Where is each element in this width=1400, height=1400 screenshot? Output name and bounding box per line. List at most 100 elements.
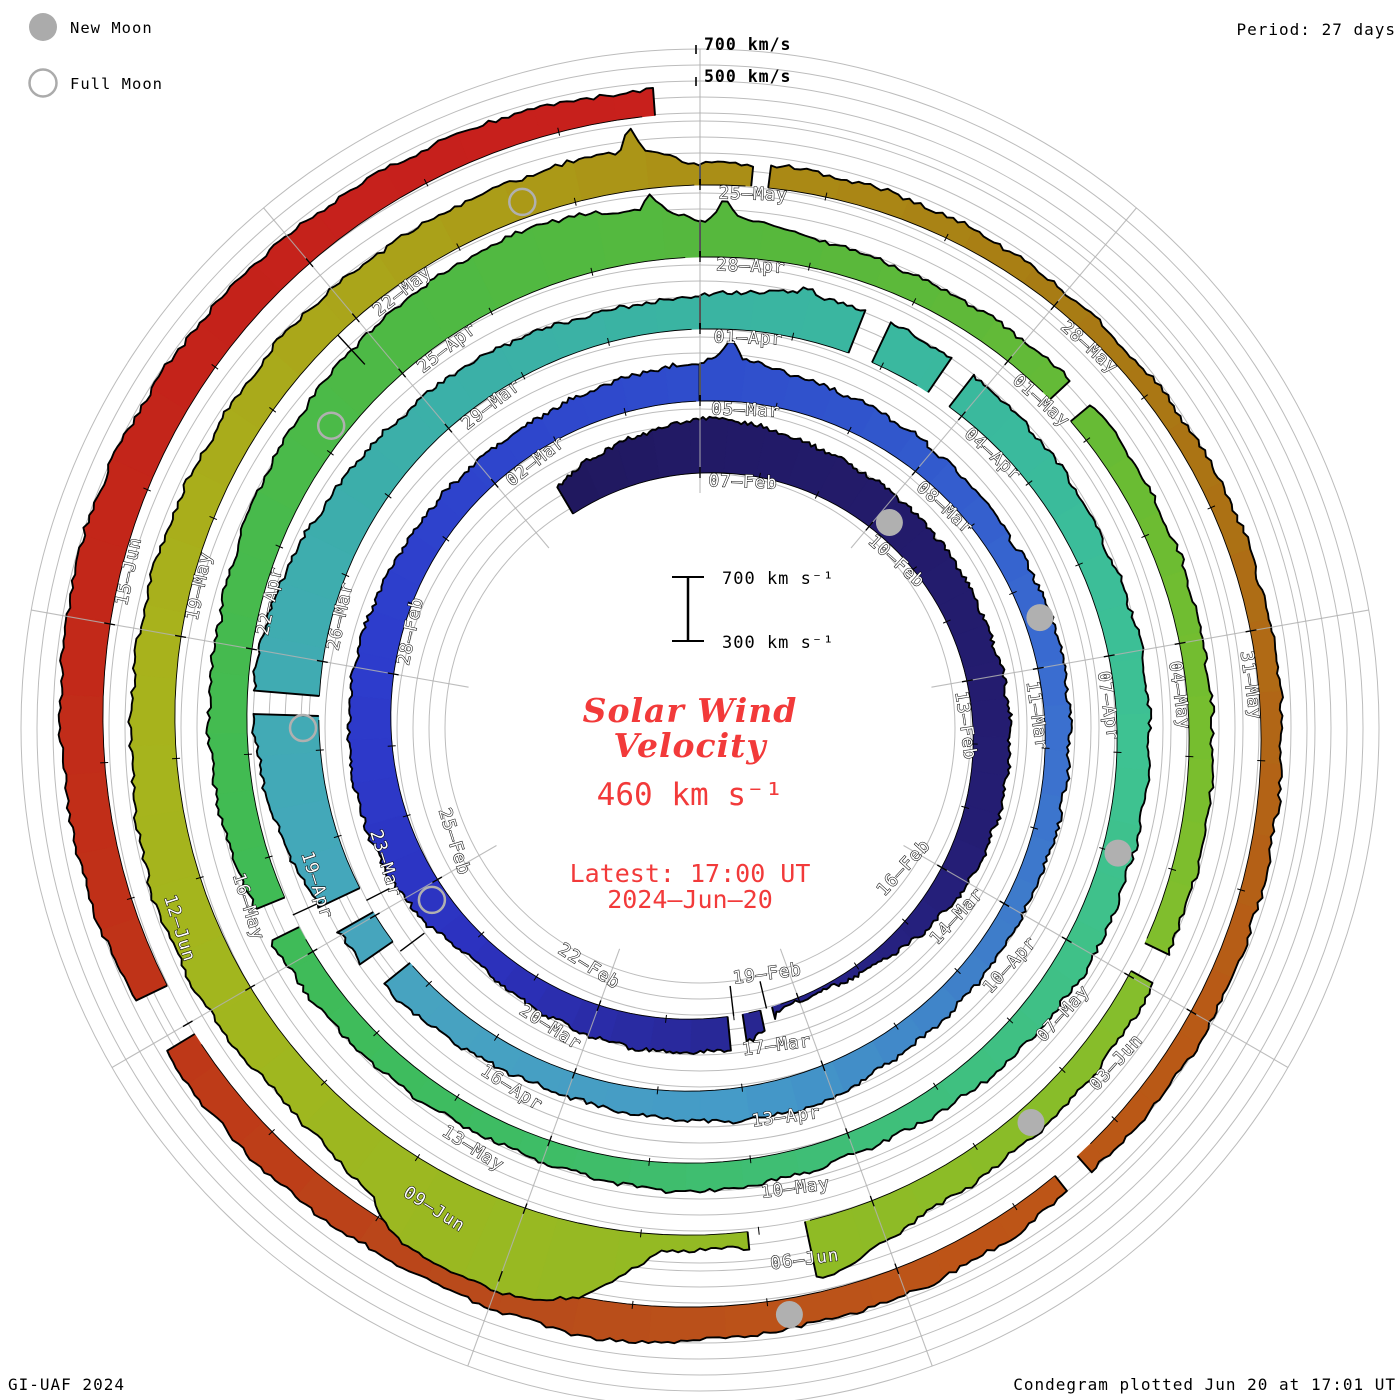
band-slice [251,713,321,757]
day-tick [326,450,334,456]
spiral-band-rotation-Apr-01 [205,193,1153,1195]
day-tick [320,1079,328,1086]
credit-left: GI-UAF 2024 [8,1375,125,1394]
day-tick [933,1082,939,1090]
day-tick [820,1060,826,1072]
band-baseline [390,400,728,1020]
day-tick [1103,654,1115,658]
band-slice [1016,835,1055,888]
full-moon-marker-Apr-23 [316,411,346,440]
day-tick [454,1093,460,1102]
day-tick [879,362,884,371]
scale-bar-bottom-label: 300 km s⁻¹ [722,633,834,653]
spiral-band-rotation-May-25 [57,87,1284,1345]
velocity-outline [346,362,732,1055]
dropout-artifact-mark [729,985,735,1016]
day-tick [1050,300,1059,311]
day-tick [174,634,187,638]
day-tick [909,566,918,572]
current-velocity-value: 460 km s⁻¹ [597,777,784,813]
day-tick [999,900,1010,908]
velocity-outline [741,1010,766,1043]
day-tick [316,659,328,664]
radial-gridline [850,207,1137,549]
day-tick [656,1086,659,1095]
legend: New Moon Full Moon [28,13,162,98]
band-baseline [102,116,643,986]
band-slice [1106,456,1160,523]
day-tick [305,257,314,268]
day-tick [1124,972,1135,980]
day-tick [369,912,380,920]
day-tick [573,197,577,206]
band-baseline [1070,421,1190,939]
day-tick [209,515,218,521]
velocity-outline [270,373,1153,1195]
day-tick [414,1153,421,1162]
moon-phase-markers [288,187,1132,1328]
day-tick [944,233,949,242]
spiral-velocity-bands [57,87,1284,1345]
day-tick [972,1142,978,1151]
ring-500-label: 500 km/s [704,67,791,86]
velocity-outline [767,164,1284,1174]
new-moon-marker-Mar-10 [1026,604,1054,632]
day-tick [954,967,961,975]
dropout-artifact-mark [292,901,323,916]
day-tick [1111,1116,1118,1123]
day-tick [143,487,151,492]
date-label-19-Feb: 19—Feb [732,960,803,989]
day-tick [432,876,443,884]
day-tick [1025,480,1033,486]
day-tick [488,307,494,316]
band-baseline [768,187,1262,1145]
band-baseline [305,406,1118,1164]
band-baseline [748,1009,761,1014]
velocity-outline [556,415,1013,1020]
date-label-25-May: 25—May [718,183,788,205]
day-tick [639,1229,642,1238]
band-slice [648,1016,692,1054]
velocity-outline [336,911,394,966]
band-slice [655,296,701,333]
date-label-07-Feb: 07—Feb [708,471,778,493]
day-tick [264,855,273,859]
band-slice [699,290,756,332]
band-baseline [700,184,746,187]
day-tick [557,127,561,136]
day-tick [911,466,920,476]
velocity-outline [803,970,1154,1279]
day-tick [814,491,820,499]
day-tick [307,948,318,956]
day-tick [942,619,951,624]
day-tick [245,647,257,651]
day-tick [522,1203,528,1215]
band-slice [689,1016,732,1055]
band-slice [215,788,266,854]
day-tick [275,544,284,549]
legend-new-moon-label: New Moon [70,19,153,37]
day-tick [1012,1202,1018,1211]
day-tick [911,298,917,306]
day-tick [1237,888,1246,892]
velocity-outline [57,87,656,1002]
day-tick [961,679,973,683]
band-baseline [201,1044,1056,1308]
new-moon-marker-Apr-08 [1104,839,1132,867]
velocity-outline [871,321,953,393]
day-tick [245,984,256,992]
day-tick [1141,394,1149,400]
day-tick [1030,826,1039,830]
band-slice [996,1175,1068,1242]
radial-gridline [467,948,621,1367]
day-tick [957,411,966,421]
band-slice [205,671,250,734]
band-slice [699,1086,750,1124]
velocity-outline [699,286,867,354]
band-slice [1137,1031,1200,1104]
velocity-outline [251,713,361,909]
day-tick [623,407,627,416]
day-tick [865,521,874,531]
